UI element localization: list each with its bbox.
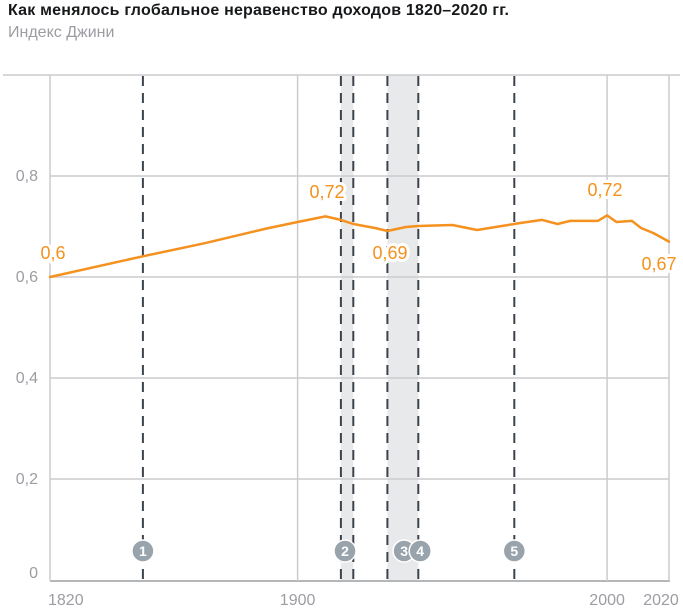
y-tick-label: 0,6 — [16, 269, 38, 286]
event-badges: 1 2 3 4 5 — [131, 539, 527, 563]
event-badge: 4 — [408, 539, 432, 563]
event-badge: 5 — [502, 539, 527, 563]
value-label: 0,72 — [587, 180, 622, 200]
event-band — [340, 75, 354, 581]
value-label: 0,67 — [641, 254, 676, 274]
event-badge-number: 1 — [139, 543, 147, 559]
y-tick-label: 0,2 — [16, 471, 38, 488]
event-badge-number: 4 — [416, 543, 424, 559]
event-badge-number: 5 — [510, 543, 518, 559]
value-label: 0,69 — [372, 243, 407, 263]
value-label: 0,6 — [40, 243, 65, 263]
series-lines — [48, 214, 671, 279]
event-dashed-lines — [141, 76, 516, 581]
event-badge: 2 — [333, 539, 357, 563]
y-tick-label: 0 — [29, 565, 38, 582]
chart-subtitle: Индекс Джини — [8, 24, 115, 41]
gini-line — [48, 214, 671, 279]
gridlines-x — [49, 75, 670, 581]
chart-title: Как менялось глобальное неравенство дохо… — [8, 2, 510, 19]
y-tick-labels: 0 0,2 0,4 0,6 0,8 — [16, 168, 38, 582]
x-tick-label: 2000 — [589, 592, 625, 609]
x-tick-label: 2020 — [643, 592, 679, 609]
event-badge: 1 — [131, 539, 155, 563]
event-badge-circle — [333, 539, 357, 563]
event-badge-number: 2 — [341, 543, 349, 559]
event-badge-circle — [502, 539, 527, 563]
x-tick-label: 1820 — [48, 592, 84, 609]
x-tick-labels: 1820 1900 2000 2020 — [48, 592, 679, 609]
event-badge-circle — [408, 539, 432, 563]
event-badge-circle — [131, 539, 155, 563]
event-badge-number: 3 — [400, 543, 408, 559]
y-tick-label: 0,8 — [16, 168, 38, 185]
event-bands — [340, 75, 419, 581]
event-band — [387, 75, 419, 581]
gridlines-y — [3, 74, 680, 582]
x-tick-label: 1900 — [280, 592, 316, 609]
value-label: 0,72 — [309, 182, 344, 202]
y-tick-label: 0,4 — [16, 370, 38, 387]
value-labels: 0,6 0,72 0,69 0,72 0,67 — [37, 177, 679, 277]
